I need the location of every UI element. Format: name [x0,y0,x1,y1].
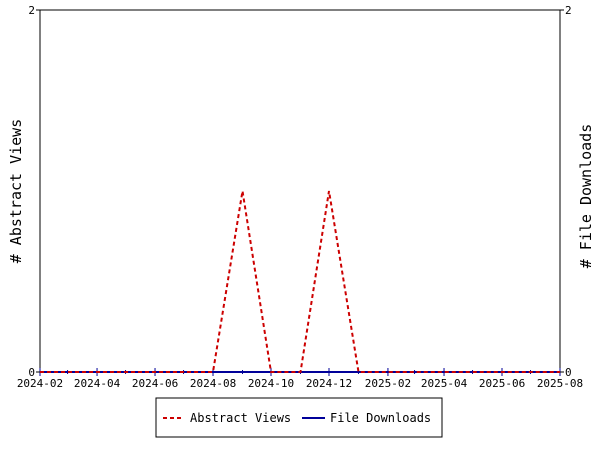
x-tick-label: 2025-04 [421,377,468,390]
y-left-tick-label: 2 [28,4,35,17]
x-tick-label: 2025-02 [365,377,411,390]
y-left-axis-title: # Abstract Views [7,119,25,264]
x-tick-label: 2024-10 [248,377,294,390]
x-tick-label: 2024-08 [190,377,236,390]
y-right-tick-label: 0 [565,366,572,379]
legend-label-abstract-views: Abstract Views [190,411,291,425]
x-tick-label: 2024-02 [17,377,63,390]
plot-area [39,9,561,373]
legend-box [155,397,443,438]
y-left-tick-label: 0 [28,366,35,379]
x-tick-label: 2024-12 [306,377,352,390]
x-tick-label: 2024-04 [74,377,121,390]
y-left-axis-labels: 02 [28,4,40,379]
y-right-tick-label: 2 [565,4,572,17]
x-axis-labels: 2024-02 2024-04 2024-06 2024-08 2024-10 2024-… [17,377,583,390]
x-tick-label: 2025-08 [537,377,583,390]
legend: Abstract Views File Downloads [155,397,443,438]
series-layer [40,190,560,373]
series-line-abstract-views [40,190,560,373]
x-tick-label: 2024-06 [132,377,178,390]
legend-label-file-downloads: File Downloads [330,411,431,425]
y-right-axis-title: # File Downloads [577,124,595,269]
x-tick-label: 2025-06 [479,377,525,390]
y-right-axis-labels: 02 [560,4,572,379]
